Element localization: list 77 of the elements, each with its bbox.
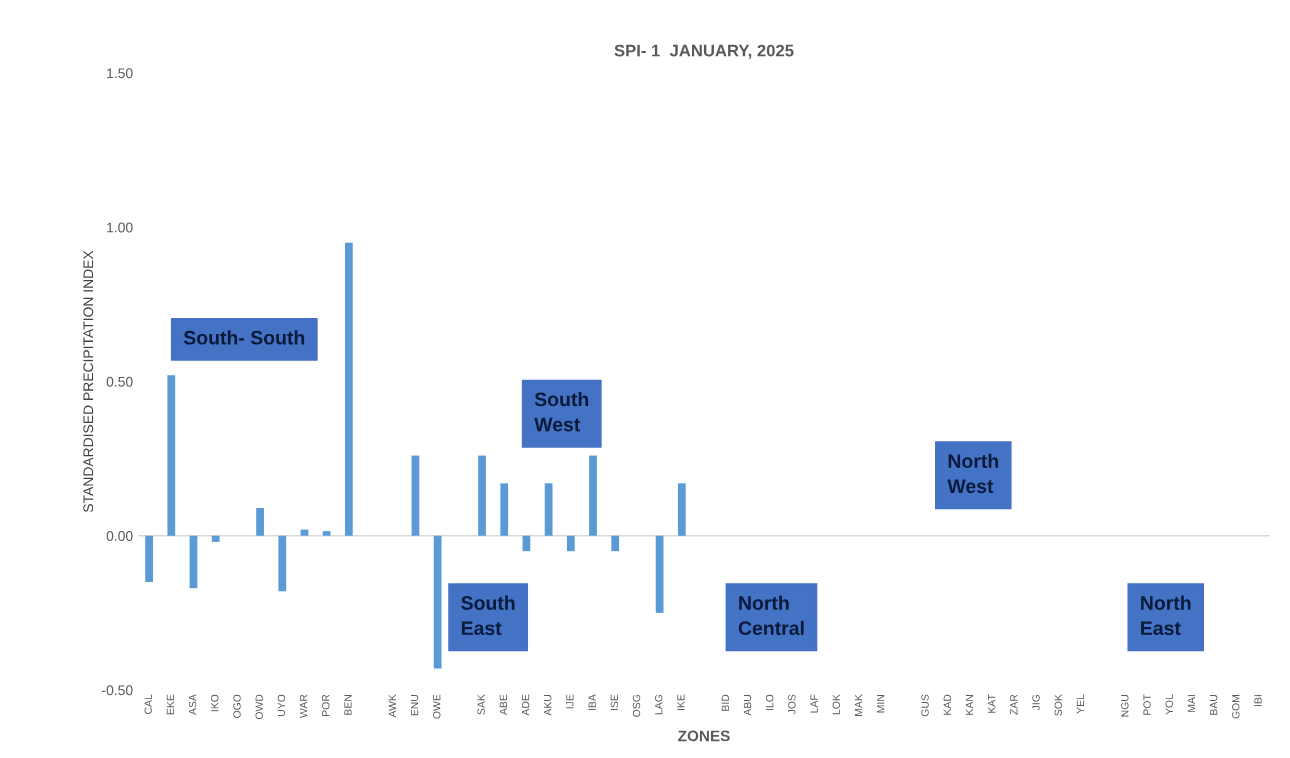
x-tick-label: AKU: [544, 694, 552, 716]
x-tick-label: IKO: [211, 694, 219, 712]
bar: [322, 531, 331, 536]
bar: [589, 455, 597, 536]
x-tick-label: YEL: [1076, 694, 1085, 714]
y-tick-label: 1.50: [107, 68, 133, 79]
x-tick-label: EKE: [166, 694, 174, 715]
bar: [344, 242, 353, 536]
bar: [500, 483, 509, 536]
x-tick-label: IBI: [1254, 695, 1262, 706]
x-tick-label: BID: [721, 694, 729, 711]
x-tick-label: KAN: [965, 695, 974, 715]
x-tick-label: OWD: [255, 694, 263, 720]
y-axis-title: STANDARDISED PRECIPITATION INDEX: [83, 250, 94, 513]
x-tick-label: ILO: [766, 694, 774, 710]
x-tick-label: OSG: [632, 694, 641, 717]
x-tick-label: WAR: [300, 694, 308, 719]
x-tick-label: AWK: [388, 694, 396, 718]
x-tick-label: SOK: [1054, 694, 1062, 716]
bar: [677, 483, 686, 536]
x-tick-label: LAF: [810, 694, 818, 713]
annotation: South East: [461, 595, 515, 636]
y-tick-label: 1.00: [107, 222, 133, 233]
bar: [211, 535, 220, 542]
x-tick-label: POT: [1143, 694, 1151, 715]
x-tick-label: KAD: [943, 694, 951, 715]
x-tick-label: ASA: [188, 694, 197, 715]
x-tick-label: IJE: [566, 694, 574, 709]
x-axis-title: ZONES: [678, 730, 730, 742]
bar: [256, 507, 264, 536]
x-tick-label: ENU: [410, 694, 419, 716]
y-tick-label: 0.50: [106, 376, 133, 387]
x-tick-label: UYO: [277, 694, 286, 716]
x-tick-label: IBA: [588, 694, 596, 710]
x-tick-label: GOM: [1232, 695, 1240, 719]
x-tick-label: POR: [322, 694, 330, 716]
x-tick-label: BAU: [1210, 694, 1218, 715]
x-tick-label: JIG: [1032, 694, 1040, 711]
x-tick-label: IKE: [677, 694, 685, 710]
bar: [655, 535, 664, 613]
x-tick-label: CAL: [144, 694, 152, 714]
annotation: North Central: [738, 595, 804, 636]
annotation: South- South: [183, 330, 305, 345]
x-tick-label: LAG: [655, 694, 663, 715]
x-tick-label: MAI: [1187, 695, 1196, 712]
x-tick-label: GUS: [921, 694, 929, 717]
y-tick-label: 0.00: [106, 531, 133, 541]
x-tick-label: ISE: [610, 694, 619, 710]
bar: [478, 455, 486, 536]
bar: [145, 535, 153, 583]
x-tick-label: NGU: [1121, 694, 1129, 717]
bar: [544, 483, 553, 536]
x-tick-label: JOS: [788, 694, 796, 715]
bar: [611, 535, 620, 552]
x-tick-label: LOK: [832, 694, 840, 715]
bar: [566, 535, 575, 552]
annotation: South West: [534, 391, 589, 432]
annotation: North West: [947, 453, 999, 494]
bar: [167, 375, 176, 536]
x-tick-label: BEN: [344, 695, 352, 715]
x-tick-label: KAT: [988, 694, 996, 713]
chart-title: SPI- 1 JANUARY, 2025: [614, 44, 794, 59]
x-tick-label: YOL: [1165, 694, 1173, 715]
x-tick-label: OGO: [233, 694, 241, 718]
x-tick-label: OWE: [433, 694, 441, 719]
x-tick-label: ADE: [521, 694, 530, 716]
annotation: North East: [1141, 595, 1191, 636]
x-tick-label: ABE: [499, 694, 507, 715]
y-tick-label: -0.50: [102, 685, 133, 696]
bar: [278, 535, 287, 592]
bar: [411, 455, 420, 536]
bar: [433, 535, 442, 669]
x-tick-label: ABU: [743, 694, 752, 716]
x-tick-label: MAK: [854, 694, 863, 716]
x-tick-label: SAK: [477, 694, 485, 715]
x-tick-label: MIN: [877, 695, 885, 713]
x-tick-label: ZAR: [1010, 694, 1018, 715]
